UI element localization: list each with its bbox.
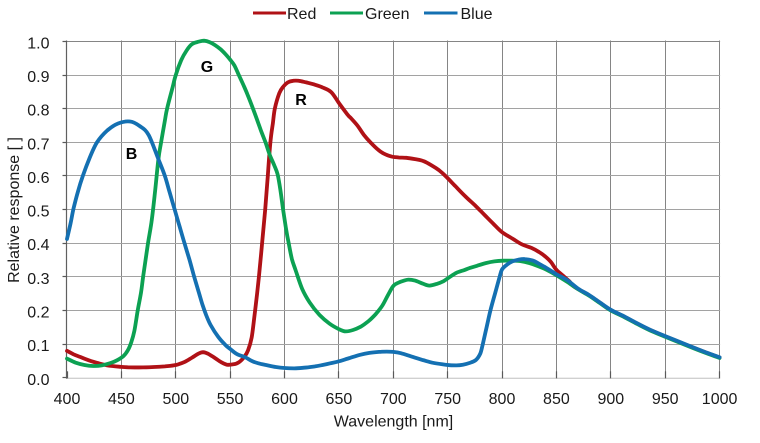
- svg-text:450: 450: [108, 391, 135, 408]
- svg-text:0.7: 0.7: [27, 136, 49, 153]
- svg-text:R: R: [295, 92, 307, 109]
- svg-text:400: 400: [54, 391, 81, 408]
- svg-text:G: G: [201, 59, 213, 76]
- svg-text:700: 700: [380, 391, 407, 408]
- svg-text:0.4: 0.4: [27, 237, 49, 254]
- svg-text:1000: 1000: [702, 391, 738, 408]
- svg-text:0.0: 0.0: [27, 372, 49, 389]
- svg-text:650: 650: [326, 391, 353, 408]
- svg-text:900: 900: [597, 391, 624, 408]
- svg-text:Wavelength [nm]: Wavelength [nm]: [334, 414, 453, 431]
- svg-text:850: 850: [543, 391, 570, 408]
- svg-text:1.0: 1.0: [27, 35, 49, 52]
- svg-text:Relative response [ ]: Relative response [ ]: [6, 137, 23, 283]
- svg-text:0.5: 0.5: [27, 204, 49, 221]
- svg-text:Blue: Blue: [461, 6, 493, 23]
- svg-text:750: 750: [434, 391, 461, 408]
- svg-text:0.8: 0.8: [27, 103, 49, 120]
- svg-text:B: B: [126, 146, 138, 163]
- svg-text:0.3: 0.3: [27, 271, 49, 288]
- svg-text:600: 600: [271, 391, 298, 408]
- svg-text:Green: Green: [365, 6, 409, 23]
- svg-text:0.6: 0.6: [27, 170, 49, 187]
- svg-text:0.2: 0.2: [27, 305, 49, 322]
- svg-text:0.9: 0.9: [27, 69, 49, 86]
- svg-text:0.1: 0.1: [27, 338, 49, 355]
- svg-text:500: 500: [162, 391, 189, 408]
- svg-text:Red: Red: [287, 6, 316, 23]
- svg-text:550: 550: [217, 391, 244, 408]
- svg-text:950: 950: [652, 391, 679, 408]
- svg-text:800: 800: [489, 391, 516, 408]
